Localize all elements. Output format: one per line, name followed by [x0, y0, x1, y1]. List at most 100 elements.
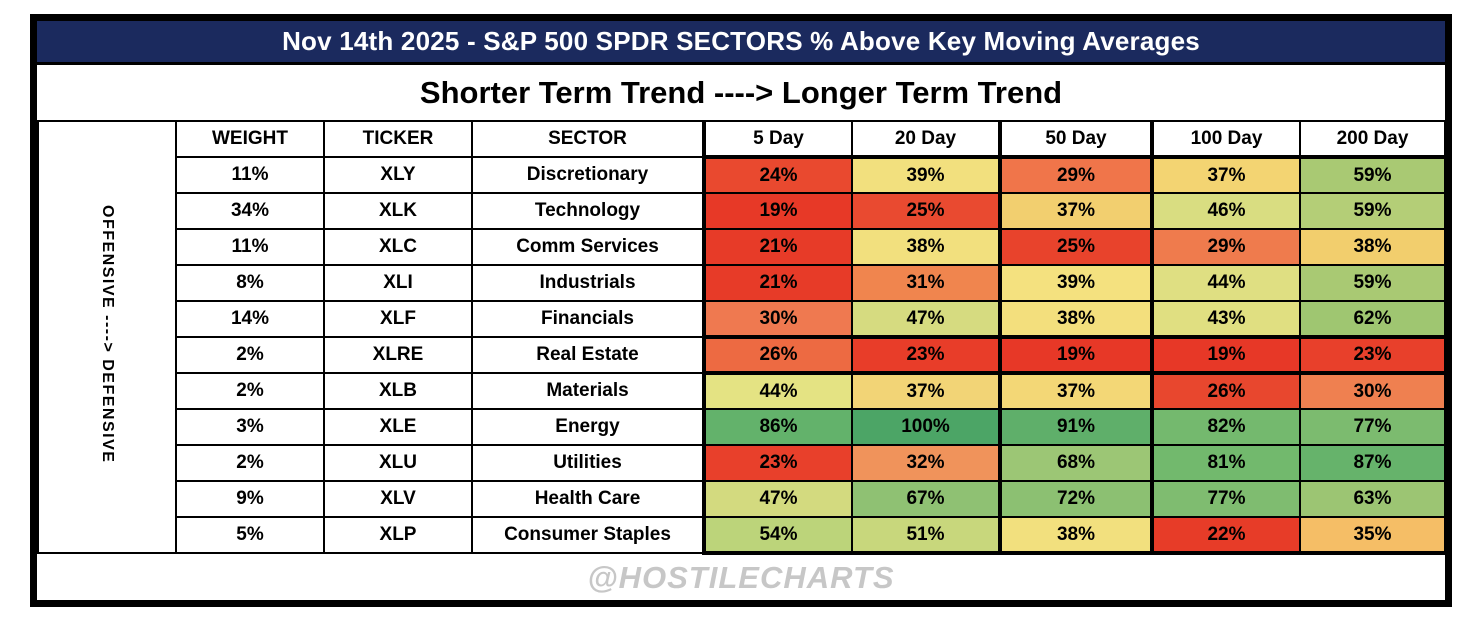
sectors-table: OFFENSIVE ----> DEFENSIVE WEIGHT TICKER SEC… — [37, 120, 1448, 555]
value-cell: 21% — [702, 228, 853, 266]
ticker-cell: XLB — [323, 372, 473, 410]
value-cell: 30% — [1299, 372, 1448, 410]
side-label: OFFENSIVE ----> DEFENSIVE — [99, 204, 116, 464]
value-cell: 38% — [998, 300, 1154, 338]
footer-row: @HOSTILECHARTS — [37, 555, 1445, 600]
value-cell: 39% — [998, 264, 1154, 302]
table-row: 2% XLU Utilities 23% 32% 68% 81% 87% — [38, 444, 1448, 482]
weight-cell: 2% — [175, 336, 325, 374]
table-row: 9% XLV Health Care 47% 67% 72% 77% 63% — [38, 480, 1448, 518]
value-cell: 37% — [998, 192, 1154, 230]
value-cell: 32% — [851, 444, 1002, 482]
weight-cell: 11% — [175, 228, 325, 266]
side-label-cell: OFFENSIVE ----> DEFENSIVE — [37, 120, 177, 554]
sector-cell: Energy — [471, 408, 705, 446]
ticker-cell: XLP — [323, 516, 473, 554]
value-cell: 23% — [702, 444, 853, 482]
sector-cell: Comm Services — [471, 228, 705, 266]
page-title: Nov 14th 2025 - S&P 500 SPDR SECTORS % A… — [282, 26, 1200, 56]
value-cell: 22% — [1150, 516, 1301, 555]
column-header: 200 Day — [1299, 120, 1448, 159]
table-row: 3% XLE Energy 86% 100% 91% 82% 77% — [38, 408, 1448, 446]
sector-cell: Health Care — [471, 480, 705, 518]
value-cell: 38% — [851, 228, 1002, 266]
value-cell: 31% — [851, 264, 1002, 302]
ticker-cell: XLV — [323, 480, 473, 518]
table-row: 5% XLP Consumer Staples 54% 51% 38% 22% 35% — [38, 516, 1448, 555]
column-header: 5 Day — [702, 120, 853, 159]
sector-cell: Materials — [471, 372, 705, 410]
value-cell: 19% — [998, 335, 1154, 375]
column-header: 50 Day — [998, 120, 1154, 159]
column-header: 100 Day — [1150, 120, 1301, 159]
sector-cell: Industrials — [471, 264, 705, 302]
value-cell: 37% — [1150, 155, 1301, 194]
value-cell: 23% — [1299, 335, 1448, 375]
value-cell: 59% — [1299, 264, 1448, 302]
weight-cell: 9% — [175, 480, 325, 518]
value-cell: 35% — [1299, 516, 1448, 555]
table-row: 2% XLRE Real Estate 26% 23% 19% 19% 23% — [38, 335, 1448, 375]
ticker-cell: XLF — [323, 300, 473, 338]
value-cell: 29% — [1150, 228, 1301, 266]
value-cell: 77% — [1299, 408, 1448, 446]
column-header: WEIGHT — [175, 120, 325, 158]
table-row: 11% XLY Discretionary 24% 39% 29% 37% 59% — [38, 155, 1448, 194]
value-cell: 26% — [1150, 372, 1301, 410]
value-cell: 62% — [1299, 300, 1448, 339]
value-cell: 44% — [702, 372, 853, 410]
value-cell: 29% — [998, 155, 1154, 194]
column-header: 20 Day — [851, 120, 1002, 159]
value-cell: 37% — [998, 372, 1154, 410]
ticker-cell: XLRE — [323, 336, 473, 374]
value-cell: 81% — [1150, 444, 1301, 482]
value-cell: 86% — [702, 408, 853, 446]
value-cell: 44% — [1150, 264, 1301, 302]
table-row: 34% XLK Technology 19% 25% 37% 46% 59% — [38, 192, 1448, 230]
weight-cell: 2% — [175, 444, 325, 482]
ticker-cell: XLU — [323, 444, 473, 482]
ticker-cell: XLY — [323, 156, 473, 194]
value-cell: 63% — [1299, 480, 1448, 518]
weight-cell: 2% — [175, 372, 325, 410]
weight-cell: 14% — [175, 300, 325, 338]
ticker-cell: XLE — [323, 408, 473, 446]
column-header: SECTOR — [471, 120, 705, 158]
value-cell: 19% — [1150, 335, 1301, 375]
table-row: 2% XLB Materials 44% 37% 37% 26% 30% — [38, 372, 1448, 410]
value-cell: 21% — [702, 264, 853, 302]
value-cell: 26% — [702, 335, 853, 375]
value-cell: 47% — [702, 480, 853, 518]
value-cell: 68% — [998, 444, 1154, 482]
ticker-cell: XLC — [323, 228, 473, 266]
weight-cell: 8% — [175, 264, 325, 302]
title-bar: Nov 14th 2025 - S&P 500 SPDR SECTORS % A… — [37, 21, 1445, 65]
watermark: @HOSTILECHARTS — [587, 559, 895, 595]
value-cell: 87% — [1299, 444, 1448, 482]
sector-cell: Technology — [471, 192, 705, 230]
subtitle-row: Shorter Term Trend ----> Longer Term Tre… — [37, 65, 1445, 120]
weight-cell: 11% — [175, 156, 325, 194]
value-cell: 37% — [851, 372, 1002, 410]
value-cell: 38% — [998, 516, 1154, 555]
ticker-cell: XLI — [323, 264, 473, 302]
value-cell: 100% — [851, 408, 1002, 446]
table-row: 8% XLI Industrials 21% 31% 39% 44% 59% — [38, 264, 1448, 302]
header-row: OFFENSIVE ----> DEFENSIVE WEIGHT TICKER SEC… — [37, 120, 1448, 554]
value-cell: 46% — [1150, 192, 1301, 230]
value-cell: 23% — [851, 335, 1002, 375]
weight-cell: 3% — [175, 408, 325, 446]
table-row: 11% XLC Comm Services 21% 38% 25% 29% 38% — [38, 228, 1448, 266]
sector-cell: Discretionary — [471, 156, 705, 194]
value-cell: 72% — [998, 480, 1154, 518]
value-cell: 19% — [702, 192, 853, 230]
column-header: TICKER — [323, 120, 473, 158]
value-cell: 51% — [851, 516, 1002, 555]
chart-frame: Nov 14th 2025 - S&P 500 SPDR SECTORS % A… — [30, 14, 1452, 607]
value-cell: 54% — [702, 516, 853, 555]
table-row: 14% XLF Financials 30% 47% 38% 43% 62% — [38, 300, 1448, 339]
ticker-cell: XLK — [323, 192, 473, 230]
subtitle: Shorter Term Trend ----> Longer Term Tre… — [419, 74, 1063, 110]
sector-cell: Financials — [471, 300, 705, 338]
value-cell: 67% — [851, 480, 1002, 518]
